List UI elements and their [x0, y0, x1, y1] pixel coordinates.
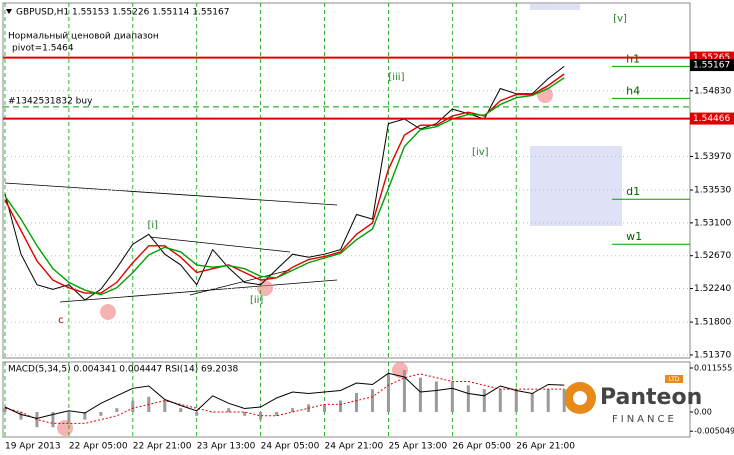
- y-tick-label: 1.53100: [694, 218, 731, 228]
- buy-label: #1342531832 buy: [8, 96, 93, 106]
- x-tick-label: 22 Apr 21:00: [133, 442, 192, 452]
- histogram-bar: [163, 400, 167, 412]
- histogram-bar: [227, 408, 231, 412]
- histogram-bar: [546, 389, 550, 412]
- histogram-bar: [498, 389, 502, 412]
- pivot-label: h1: [626, 52, 640, 65]
- histogram-bar: [51, 411, 55, 428]
- x-tick-label: 24 Apr 21:00: [325, 442, 384, 452]
- y-tick-label: 0.011555: [694, 363, 732, 372]
- histogram-bar: [323, 404, 327, 412]
- histogram-bar: [275, 411, 279, 416]
- series-line: [4, 73, 565, 294]
- histogram-bar: [19, 411, 23, 420]
- indicator-frame: [2, 361, 691, 438]
- histogram-bar: [562, 389, 566, 412]
- histogram-bar: [291, 408, 295, 412]
- level-label: 1.55265: [693, 53, 730, 63]
- histogram-bar: [67, 411, 71, 424]
- y-tick-label: 1.52240: [694, 284, 731, 294]
- y-tick-label: 1.53970: [694, 152, 731, 162]
- dropdown-icon[interactable]: [6, 9, 12, 14]
- histogram-bar: [466, 385, 470, 412]
- logo-name: Panteon: [600, 385, 702, 410]
- x-tick-label: 22 Apr 05:00: [69, 442, 128, 452]
- histogram-bar: [243, 411, 247, 416]
- trend-line: [189, 269, 291, 296]
- y-tick-label: -0.005049: [694, 427, 734, 436]
- highlight: [57, 420, 73, 436]
- wave-label: c: [58, 315, 64, 326]
- series-line: [4, 373, 565, 424]
- series-line: [4, 77, 565, 296]
- histogram-bar: [211, 411, 215, 413]
- histogram-bar: [482, 389, 486, 412]
- histogram-bar: [115, 408, 119, 412]
- note: Нормальный ценовой диапазон: [8, 32, 159, 42]
- x-tick-label: 26 Apr 05:00: [452, 442, 511, 452]
- symbol-header: GBPUSD,H1 1.55153 1.55226 1.55114 1.5516…: [16, 8, 229, 18]
- histogram-bar: [35, 411, 39, 428]
- histogram-bar: [339, 400, 343, 412]
- trend-line: [149, 236, 291, 253]
- histogram-bar: [418, 377, 422, 412]
- x-tick-label: 24 Apr 05:00: [261, 442, 320, 452]
- wave-label: [i]: [147, 220, 158, 231]
- highlight: [100, 304, 116, 320]
- y-tick-label: 1.54830: [694, 86, 731, 96]
- price-tag: [690, 59, 734, 72]
- x-tick-label: 23 Apr 13:00: [197, 442, 256, 452]
- x-tick-label: 19 Apr 2013: [5, 442, 61, 452]
- trend-line: [59, 279, 338, 303]
- histogram-bar: [131, 400, 135, 412]
- wave-label: [iv]: [472, 147, 489, 158]
- x-tick-label: 25 Apr 13:00: [388, 442, 447, 452]
- histogram-bar: [354, 392, 358, 412]
- histogram-bar: [3, 408, 7, 412]
- y-tick-label: 1.52670: [694, 251, 731, 261]
- histogram-bar: [99, 411, 103, 416]
- y-tick-label: 1.51800: [694, 318, 731, 328]
- histogram-bar: [259, 411, 263, 420]
- histogram-bar: [195, 411, 199, 416]
- wave-label: [v]: [613, 13, 627, 24]
- histogram-bar: [402, 370, 406, 412]
- pivot-label: h4: [626, 84, 640, 97]
- histogram-bar: [450, 381, 454, 412]
- y-tick-label: 0.00: [694, 407, 712, 416]
- logo-sub: FINANCE: [612, 414, 677, 425]
- wave-label: [iii]: [388, 72, 404, 83]
- histogram-bar: [530, 392, 534, 412]
- level-label: 1.54466: [693, 114, 730, 124]
- logo: Panteon FINANCE LTD: [564, 375, 702, 425]
- histogram-bar: [514, 389, 518, 412]
- indicator-header: MACD(5,34,5) 0.004341 0.004447 RSI(14) 6…: [8, 365, 239, 375]
- logo-badge: [665, 375, 683, 383]
- range-zone: [530, 146, 622, 226]
- range-zone: [530, 4, 580, 10]
- price-label: 1.55167: [693, 61, 730, 71]
- trend-line: [4, 182, 338, 206]
- wave-label: [ii]: [250, 295, 263, 306]
- histogram-bar: [386, 373, 390, 412]
- histogram-bar: [434, 381, 438, 412]
- level-tag: [690, 112, 734, 125]
- histogram-bar: [179, 408, 183, 412]
- highlight: [257, 280, 273, 296]
- pivot-label: w1: [626, 230, 642, 243]
- logo-icon: [573, 391, 587, 405]
- pivot-label: d1: [626, 185, 640, 198]
- y-tick-label: 1.51370: [694, 350, 731, 360]
- logo-badge-text: LTD: [669, 376, 680, 383]
- main-frame: [2, 2, 691, 359]
- y-tick-label: 1.53530: [694, 186, 731, 196]
- histogram-bar: [83, 411, 87, 420]
- x-tick-label: 26 Apr 21:00: [516, 442, 575, 452]
- note: pivot=1.5464: [12, 44, 74, 54]
- series-line: [4, 372, 565, 419]
- histogram-bar: [370, 389, 374, 412]
